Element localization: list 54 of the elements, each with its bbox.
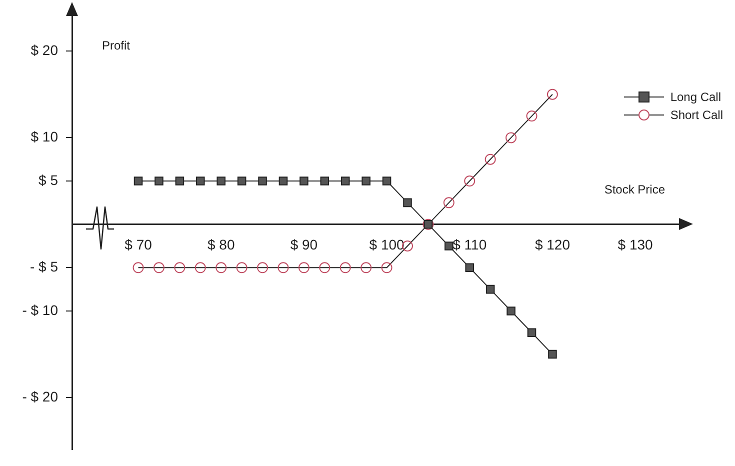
point xyxy=(506,306,516,316)
point xyxy=(526,110,538,122)
point xyxy=(175,176,184,186)
y-tick-label: $ 20 xyxy=(30,42,58,58)
y-tick-label: - $ 10 xyxy=(22,302,58,318)
point xyxy=(527,328,536,338)
x-tick-label: $ 120 xyxy=(534,236,570,253)
point xyxy=(320,176,330,186)
point xyxy=(298,262,310,274)
point xyxy=(465,263,474,272)
point xyxy=(506,132,517,144)
point xyxy=(464,176,476,187)
point xyxy=(216,262,227,274)
point xyxy=(153,262,164,274)
point xyxy=(443,197,454,208)
point xyxy=(300,176,308,186)
y-tick-label: $ 5 xyxy=(38,172,58,188)
x-tick-label: $ 70 xyxy=(124,236,152,253)
point xyxy=(484,154,496,165)
point xyxy=(258,176,267,186)
y-tick-label: $ 10 xyxy=(30,128,58,145)
point xyxy=(154,176,164,186)
point xyxy=(237,176,246,186)
point xyxy=(216,176,226,186)
point xyxy=(257,262,268,274)
x-axis-title: Stock Price xyxy=(604,182,666,197)
point xyxy=(362,176,370,186)
point xyxy=(236,262,248,274)
point xyxy=(278,262,289,274)
point xyxy=(486,284,495,294)
y-axis-title: Profit xyxy=(102,38,131,53)
point xyxy=(319,262,330,274)
point xyxy=(194,262,206,274)
legend-label: Long Call xyxy=(670,90,722,104)
point xyxy=(134,176,143,186)
legend-label: Short Call xyxy=(670,108,723,122)
x-tick-label: $ 90 xyxy=(290,236,318,253)
point xyxy=(548,350,557,359)
x-tick-label: $ 130 xyxy=(618,236,654,253)
point xyxy=(381,262,392,274)
point xyxy=(403,198,412,208)
point xyxy=(278,176,288,186)
y-tick-label: - $ 20 xyxy=(22,388,58,404)
point xyxy=(546,88,558,100)
point xyxy=(196,176,205,186)
point xyxy=(360,262,372,274)
x-tick-label: $ 80 xyxy=(207,236,235,253)
point xyxy=(382,176,392,186)
point xyxy=(340,176,350,186)
point xyxy=(444,242,454,250)
y-tick-label: - $ 5 xyxy=(30,258,58,275)
point xyxy=(132,262,144,274)
point xyxy=(340,262,351,274)
point xyxy=(174,262,186,274)
